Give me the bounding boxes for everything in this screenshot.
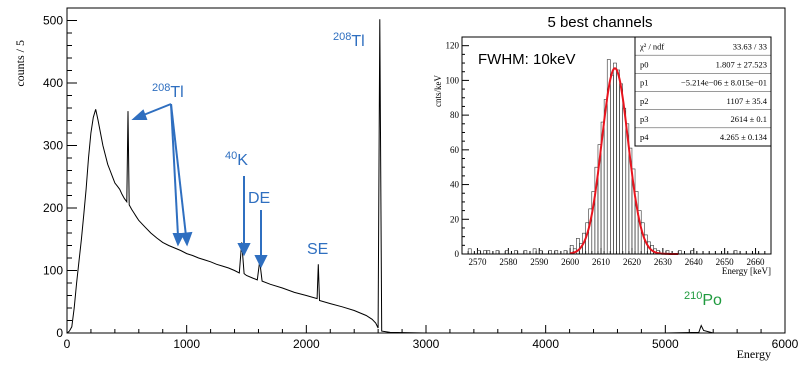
stats-param-value: 33.63 / 33 — [733, 41, 767, 51]
inset-x-tick-label: 2610 — [592, 257, 611, 267]
stats-param-name: p4 — [640, 132, 649, 142]
annotation-superscript: 210 — [684, 290, 702, 302]
annotation-label: Tl — [351, 33, 364, 50]
inset-x-axis-label: Energy [keV] — [722, 266, 771, 276]
stats-param-value: 1.807 ± 27.523 — [716, 60, 767, 70]
histogram-bin — [610, 74, 614, 255]
inset-y-axis-label: cnts/keV — [433, 75, 443, 107]
stats-param-name: p3 — [640, 114, 649, 124]
inset-y-tick-label: 20 — [450, 214, 460, 224]
y-tick-label: 500 — [43, 14, 63, 28]
histogram-bin — [616, 69, 620, 255]
annotation-superscript: 208 — [152, 82, 170, 94]
inset-x-tick-label: 2580 — [499, 257, 518, 267]
annotation-arrows — [131, 103, 193, 247]
inset-x-tick-label: 2640 — [685, 257, 704, 267]
fit-stats-box: χ² / ndf 33.63 / 33 p0 1.807 ± 27.523 p1 −5.2… — [634, 36, 772, 147]
x-tick-label: 5000 — [652, 337, 679, 351]
de-arrow — [254, 210, 268, 269]
main-plot-frame — [66, 7, 786, 334]
x-tick-label: 3000 — [413, 337, 440, 351]
x-tick-label: 0 — [64, 337, 71, 351]
stats-param-value: 4.265 ± 0.134 — [720, 132, 768, 142]
annotation-tl208-top: 208Tl — [333, 31, 365, 50]
main-axis-ticks: 0 1000 2000 3000 4000 5000 6000010020030040050… — [43, 14, 799, 352]
annotation-de: DE — [248, 190, 270, 269]
inset-x-tick-label: 2630 — [654, 257, 673, 267]
stats-param-value: 1107 ± 35.4 — [727, 96, 768, 106]
annotation-label: Po — [702, 292, 722, 309]
y-axis-label: counts / 5 — [13, 40, 27, 87]
annotation-k40: 40K — [225, 150, 251, 257]
annotation-superscript: 40 — [225, 150, 237, 162]
k40-arrow — [237, 176, 251, 257]
inset-y-tick-label: 0 — [455, 249, 460, 259]
fwhm-annotation: FWHM: 10keV — [478, 51, 576, 68]
inset-x-tick-label: 2590 — [530, 257, 549, 267]
x-tick-label: 6000 — [772, 337, 799, 351]
annotation-tl208-left: 208Tl — [131, 82, 193, 247]
svg-text:210Po: 210Po — [684, 290, 722, 309]
x-tick-label: 1000 — [173, 337, 200, 351]
inset-y-tick-label: 80 — [450, 110, 460, 120]
gaussian-fit-curve — [569, 67, 679, 255]
stats-param-name: p1 — [640, 78, 649, 88]
stats-rows: χ² / ndf 33.63 / 33 p0 1.807 ± 27.523 p1 −5.2… — [635, 41, 771, 142]
x-tick-label: 4000 — [532, 337, 559, 351]
main-spectrum-chart: counts / 5 Energy 0 1000 2000 3000 4000 5000 6… — [13, 7, 799, 361]
annotation-label: Tl — [170, 84, 183, 101]
inset-x-tick-label: 2650 — [716, 257, 735, 267]
y-tick-label: 100 — [43, 264, 63, 278]
stats-param-name: p0 — [640, 60, 649, 70]
histogram-bin — [613, 62, 617, 255]
svg-text:208Tl: 208Tl — [152, 82, 184, 101]
inset-x-tick-label: 2620 — [623, 257, 642, 267]
spectrum-series-line — [66, 19, 785, 334]
inset-y-tick-label: 40 — [450, 180, 460, 190]
inset-x-tick-label: 2570 — [468, 257, 487, 267]
inset-y-tick-label: 60 — [450, 145, 460, 155]
svg-text:40K: 40K — [225, 150, 248, 169]
inset-y-tick-label: 120 — [446, 41, 460, 51]
annotation-po210: 210Po — [684, 290, 722, 309]
inset-x-tick-label: 2600 — [561, 257, 580, 267]
inset-fit-chart: 5 best channels cnts/keV Energy [keV] 25… — [433, 14, 772, 276]
annotation-label: DE — [248, 190, 270, 207]
annotation-label: K — [237, 152, 248, 169]
histogram-bin — [619, 83, 623, 255]
y-tick-label: 400 — [43, 76, 63, 90]
y-tick-label: 300 — [43, 139, 63, 153]
stats-param-value: 2614 ± 0.1 — [730, 114, 767, 124]
x-axis-label: Energy — [737, 347, 771, 361]
inset-y-tick-label: 100 — [446, 75, 460, 85]
histogram-bin — [622, 107, 627, 255]
y-tick-label: 0 — [56, 326, 63, 340]
inset-title: 5 best channels — [547, 14, 652, 31]
x-tick-label: 2000 — [293, 337, 320, 351]
stats-param-name: χ² / ndf — [639, 41, 664, 51]
y-tick-label: 200 — [43, 201, 63, 215]
stats-param-name: p2 — [640, 96, 649, 106]
annotation-se: SE — [307, 241, 328, 258]
annotation-label: SE — [307, 241, 328, 258]
stats-param-value: −5.214e−06 ± 8.015e−01 — [681, 78, 767, 88]
annotation-superscript: 208 — [333, 31, 351, 43]
inset-x-tick-label: 2660 — [747, 257, 766, 267]
svg-text:208Tl: 208Tl — [333, 31, 365, 50]
